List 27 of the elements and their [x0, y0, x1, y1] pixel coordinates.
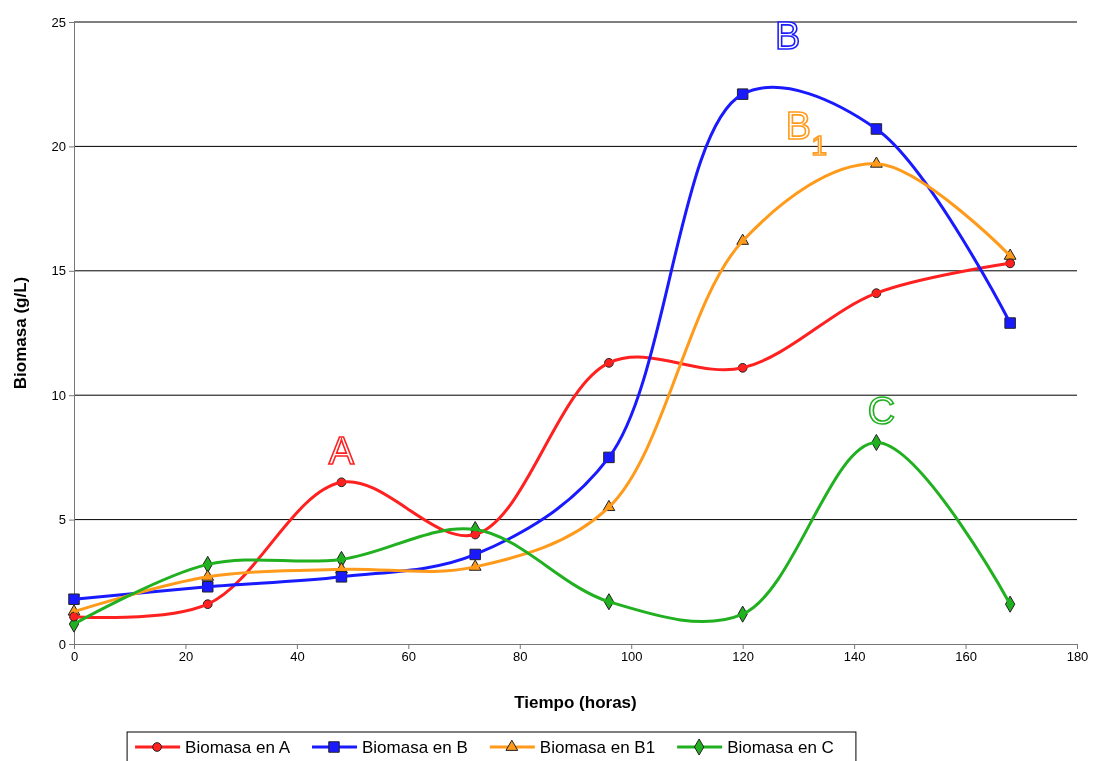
x-tick-label: 20	[178, 649, 194, 665]
y-tick-label: 0	[58, 636, 66, 652]
point	[68, 593, 80, 605]
x-tick-label: 140	[843, 649, 866, 665]
x-tick-label: 180	[1066, 649, 1089, 665]
y-tick-label: 20	[51, 139, 66, 155]
y-axis-title: Biomasa (g/L)	[11, 276, 30, 390]
y-tick-label: 10	[51, 387, 66, 403]
legend-label: Biomasa en C	[727, 738, 834, 757]
annotation: C	[867, 390, 896, 433]
legend-label: Biomasa en B	[361, 738, 468, 757]
y-tick-label: 25	[51, 14, 66, 30]
y-tick-label: 5	[58, 512, 66, 528]
legend-label: Biomasa en A	[185, 738, 291, 757]
x-tick-label: 80	[513, 649, 528, 665]
x-tick-label: 160	[955, 649, 977, 665]
point	[1004, 317, 1016, 329]
y-tick-label: 15	[51, 263, 66, 279]
x-tick-label: 120	[732, 649, 755, 665]
legend-label: Biomasa en B1	[539, 738, 656, 757]
x-tick-label: 60	[401, 649, 417, 665]
x-tick-label: 0	[70, 649, 79, 665]
x-tick-label: 100	[620, 649, 643, 665]
x-tick-label: 40	[290, 649, 305, 665]
annotation: B	[774, 15, 801, 58]
annotation: A	[328, 430, 355, 473]
x-axis-title: Tiempo (horas)	[514, 693, 637, 712]
